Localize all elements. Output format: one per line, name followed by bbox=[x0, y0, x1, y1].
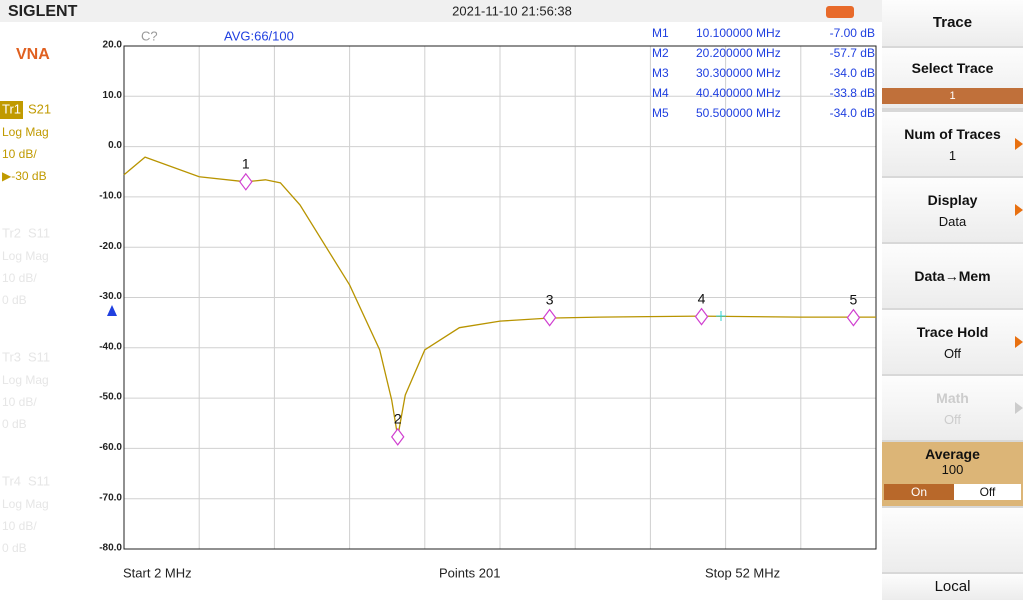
marker-freq: 20.200000 MHz bbox=[696, 46, 781, 60]
trace-id: Tr1 bbox=[2, 101, 21, 116]
avg-status: AVG:66/100 bbox=[224, 28, 294, 43]
menu-title: Trace bbox=[882, 0, 1023, 46]
marker bbox=[390, 427, 405, 446]
y-tick-label: -70.0 bbox=[99, 492, 122, 503]
active-trace-box bbox=[0, 101, 23, 119]
trace-hold[interactable]: Trace Hold Off bbox=[882, 310, 1023, 374]
trace-param: S11 bbox=[28, 473, 50, 488]
label: Display bbox=[927, 192, 978, 208]
marker-label: 4 bbox=[698, 290, 706, 306]
trace-scale: 10 dB/ bbox=[2, 147, 37, 161]
y-tick-label: -10.0 bbox=[99, 191, 122, 202]
y-tick-label: 20.0 bbox=[103, 40, 123, 51]
marker-name: M3 bbox=[652, 66, 669, 80]
avg-off[interactable]: Off bbox=[954, 484, 1021, 500]
trace-format: Log Mag bbox=[2, 373, 49, 387]
marker bbox=[694, 307, 709, 326]
marker-label: 3 bbox=[546, 291, 554, 307]
marker-freq: 50.500000 MHz bbox=[696, 106, 781, 120]
brand: SIGLENT bbox=[8, 3, 78, 20]
trace-format: Log Mag bbox=[2, 497, 49, 511]
plot-frame bbox=[123, 45, 877, 550]
marker bbox=[239, 172, 253, 191]
avg-on[interactable]: On bbox=[884, 484, 954, 500]
marker bbox=[846, 308, 861, 327]
y-tick-label: -20.0 bbox=[99, 241, 122, 252]
average[interactable]: Average 100 On Off bbox=[882, 442, 1023, 506]
trace-ref: 0 dB bbox=[2, 417, 27, 431]
trace-ref: ▶-30 dB bbox=[2, 169, 47, 183]
marker-value: -34.0 dB bbox=[830, 66, 875, 80]
marker-value: -7.00 dB bbox=[830, 26, 875, 40]
ref-indicator bbox=[107, 305, 117, 316]
label: Select Trace bbox=[911, 60, 994, 76]
start: Start 2 MHz bbox=[123, 565, 192, 580]
trace-ref: 0 dB bbox=[2, 541, 27, 555]
mode: VNA bbox=[16, 46, 50, 63]
y-tick-label: -60.0 bbox=[99, 442, 122, 453]
marker-name: M2 bbox=[652, 46, 669, 60]
label: Math bbox=[936, 390, 969, 406]
marker-value: -34.0 dB bbox=[830, 106, 875, 120]
value: Off bbox=[943, 346, 962, 361]
data-mem[interactable]: Data→Mem bbox=[882, 244, 1023, 308]
usb-icon bbox=[826, 6, 854, 18]
softkey-menu: Trace Select Trace 1 Num of Traces 1 Displ… bbox=[882, 0, 1023, 600]
select-trace[interactable]: Select Trace 1 bbox=[882, 48, 1023, 108]
marker-name: M1 bbox=[652, 26, 669, 40]
y-tick-label: 10.0 bbox=[103, 90, 123, 101]
marker-freq: 40.400000 MHz bbox=[696, 86, 781, 100]
label: Average bbox=[925, 446, 980, 462]
stop: Stop 52 MHz bbox=[705, 565, 780, 580]
points: Points 201 bbox=[439, 565, 500, 580]
trace-scale: 10 dB/ bbox=[2, 271, 37, 285]
y-tick-label: -50.0 bbox=[99, 392, 122, 403]
y-tick-label: -30.0 bbox=[99, 291, 122, 302]
status: C? bbox=[141, 28, 158, 43]
trace-scale: 10 dB/ bbox=[2, 395, 37, 409]
trace-param: S11 bbox=[28, 349, 50, 364]
trace-format: Log Mag bbox=[2, 249, 49, 263]
marker-label: 1 bbox=[242, 156, 250, 172]
y-tick-label: 0.0 bbox=[108, 140, 122, 151]
trace-scale: 10 dB/ bbox=[2, 519, 37, 533]
chart: SIGLENT 2021-11-10 21:56:38 C? AVG:66/10… bbox=[0, 0, 882, 580]
marker-name: M4 bbox=[652, 86, 669, 100]
value: Off bbox=[943, 412, 962, 427]
local[interactable]: Local bbox=[882, 574, 1023, 600]
label: Num of Traces bbox=[904, 126, 1001, 142]
marker-value: -57.7 dB bbox=[830, 46, 875, 60]
label: Trace Hold bbox=[916, 324, 989, 340]
trace-param: S11 bbox=[28, 225, 50, 240]
marker-label: 2 bbox=[394, 411, 402, 427]
trace-ref: 0 dB bbox=[2, 293, 27, 307]
marker bbox=[542, 308, 557, 327]
trace-id: Tr2 bbox=[2, 225, 21, 240]
marker-freq: 10.100000 MHz bbox=[696, 26, 781, 40]
marker-name: M5 bbox=[652, 106, 669, 120]
header-bar bbox=[0, 0, 882, 22]
num-traces[interactable]: Num of Traces 1 bbox=[882, 112, 1023, 176]
value: 100 bbox=[941, 462, 964, 477]
datetime: 2021-11-10 21:56:38 bbox=[452, 3, 572, 18]
y-tick-label: -40.0 bbox=[99, 341, 122, 352]
value: Data bbox=[938, 214, 967, 229]
trace-id: Tr4 bbox=[2, 473, 21, 488]
trace-param: S21 bbox=[28, 101, 51, 116]
math[interactable]: Math Off bbox=[882, 376, 1023, 440]
display[interactable]: Display Data bbox=[882, 178, 1023, 242]
value: 1 bbox=[882, 88, 1023, 104]
blank-key bbox=[882, 508, 1023, 572]
y-tick-label: -80.0 bbox=[99, 543, 122, 554]
value: 1 bbox=[948, 148, 957, 163]
marker-label: 5 bbox=[850, 291, 858, 307]
marker-value: -33.8 dB bbox=[830, 86, 875, 100]
trace-format: Log Mag bbox=[2, 125, 49, 139]
trace-id: Tr3 bbox=[2, 349, 21, 364]
marker-freq: 30.300000 MHz bbox=[696, 66, 781, 80]
